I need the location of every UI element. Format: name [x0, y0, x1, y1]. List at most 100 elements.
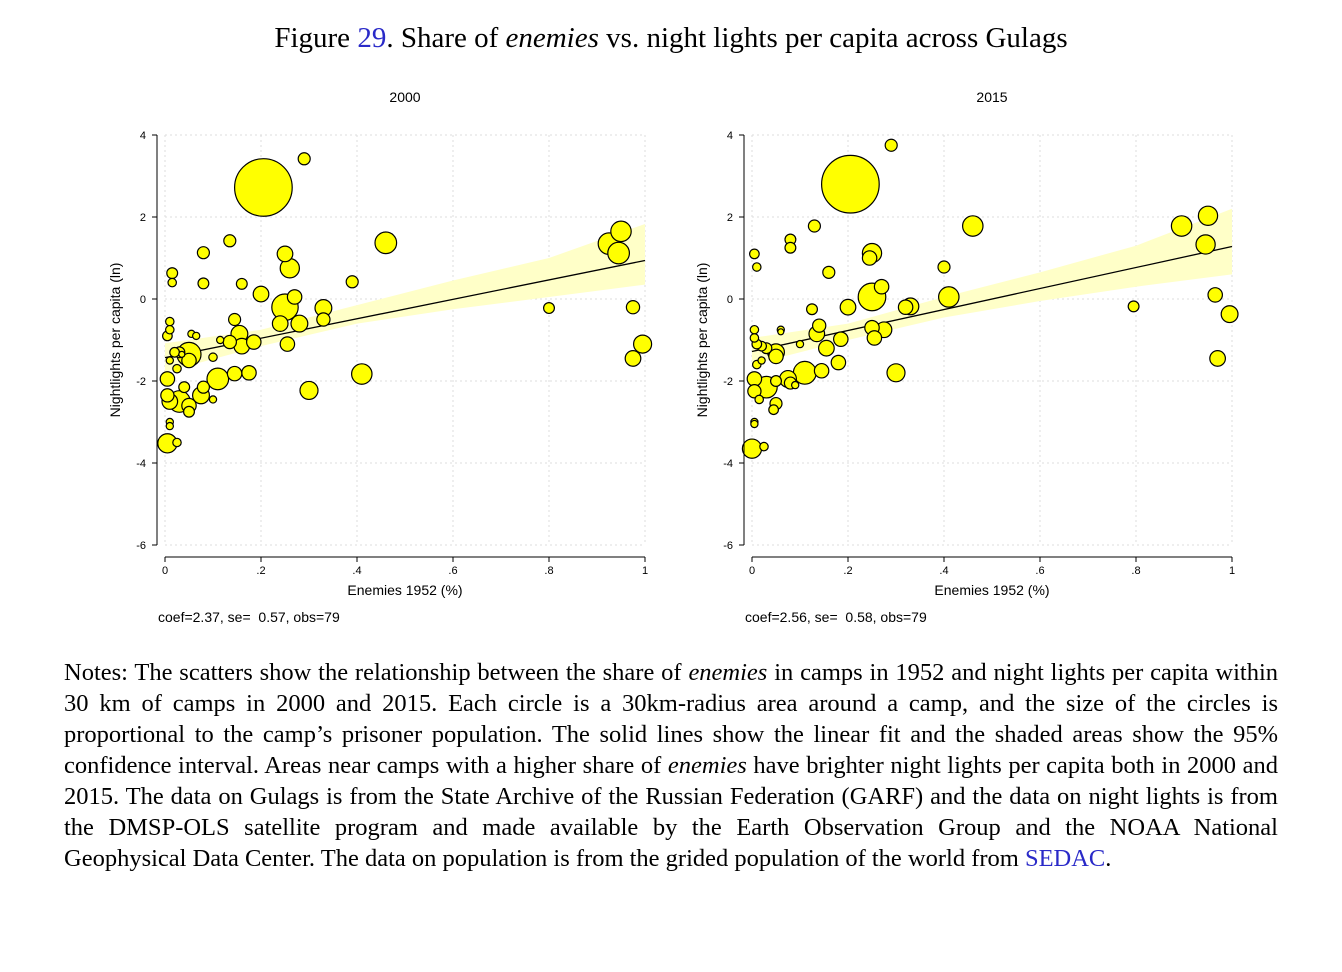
data-point	[191, 331, 201, 341]
data-point	[610, 220, 632, 243]
chart-panel-2015: 2015 -6 -4 -2 0 2 4 0 .2 .4 .6 .8 1 Enemies 1952 (%) N…	[687, 80, 1327, 640]
data-point	[215, 335, 225, 345]
x-tick-label: .8	[1131, 565, 1140, 577]
scatter-chart-2000: 2000 -6 -4 -2 0 2 4 0 .2 .4 .6 .8 1 Enemies 1952 (%) N…	[107, 89, 653, 625]
data-point	[861, 250, 878, 266]
x-tick-label: 0	[749, 565, 755, 577]
data-point	[316, 312, 331, 327]
y-tick-label: -2	[723, 376, 733, 388]
data-point	[160, 388, 175, 403]
figure-title: Figure 29. Share of enemies vs. night li…	[0, 22, 1342, 55]
data-point	[182, 405, 195, 418]
y-tick-label: 4	[140, 130, 146, 142]
y-tick-label: -6	[723, 540, 733, 552]
data-point	[165, 316, 175, 327]
data-point	[1170, 215, 1193, 237]
data-point	[178, 350, 186, 358]
data-point	[1209, 350, 1226, 367]
y-tick-label: -4	[723, 458, 733, 470]
data-point	[792, 360, 817, 385]
data-point	[241, 364, 257, 381]
y-tick-label: 2	[140, 212, 146, 224]
data-point	[873, 278, 890, 295]
data-point	[276, 245, 294, 263]
data-point	[1195, 234, 1216, 255]
data-point	[228, 312, 242, 327]
data-point	[833, 331, 849, 347]
data-point	[350, 363, 373, 385]
chart-title: 2000	[389, 89, 420, 105]
data-point	[759, 441, 769, 452]
y-tick-label: 2	[727, 212, 733, 224]
notes-text-2: in camps in 1952 and night lights per ca…	[64, 659, 1279, 779]
data-point	[747, 384, 762, 399]
data-point	[299, 380, 319, 401]
x-tick-label: .4	[939, 565, 948, 577]
chart-title: 2015	[976, 89, 1007, 105]
data-point	[839, 298, 857, 316]
fit-line	[751, 245, 1233, 353]
data-point	[750, 419, 759, 429]
y-tick-label: -2	[136, 376, 146, 388]
x-tick-label: .2	[256, 565, 265, 577]
x-tick-label: .8	[544, 565, 553, 577]
y-axis-label: Nightlights per capita (ln)	[107, 263, 123, 418]
data-point	[172, 437, 182, 448]
data-point	[741, 438, 763, 459]
data-point	[167, 277, 177, 288]
x-tick-label: .6	[1035, 565, 1044, 577]
data-point	[165, 324, 175, 335]
x-tick-label: .6	[448, 565, 457, 577]
data-point	[811, 318, 827, 333]
notes-emphasis-1: enemies	[688, 659, 768, 686]
data-point	[822, 265, 836, 279]
data-point	[246, 334, 262, 350]
data-point	[166, 267, 179, 280]
figure-title-post: vs. night lights per capita across Gulag…	[598, 22, 1068, 54]
data-point	[632, 334, 653, 354]
data-point	[159, 371, 176, 387]
y-tick-label: 0	[727, 294, 733, 306]
data-point	[165, 356, 175, 365]
data-point	[172, 363, 182, 374]
data-point	[807, 219, 822, 233]
data-point	[937, 260, 951, 274]
data-point	[768, 348, 784, 365]
data-point	[1127, 300, 1140, 313]
data-point	[749, 333, 760, 343]
data-point	[749, 324, 760, 335]
y-tick-label: 0	[140, 294, 146, 306]
data-point	[790, 380, 800, 390]
y-tick-label: -4	[136, 458, 146, 470]
sedac-link[interactable]: SEDAC	[1024, 845, 1106, 872]
data-point	[297, 152, 311, 166]
data-point	[625, 299, 641, 315]
data-point	[181, 352, 197, 369]
data-point	[886, 363, 906, 383]
data-point	[817, 339, 835, 357]
data-point	[795, 339, 805, 349]
data-point	[178, 381, 191, 394]
data-point	[233, 158, 293, 217]
data-point	[345, 275, 359, 289]
notes-text-4: .	[1105, 845, 1112, 872]
y-axis-label: Nightlights per capita (ln)	[694, 263, 710, 418]
data-point	[746, 371, 763, 387]
data-point	[290, 314, 309, 333]
data-point	[813, 362, 830, 379]
data-point	[206, 367, 230, 391]
data-point	[208, 395, 218, 404]
data-point	[624, 350, 642, 367]
data-point	[169, 346, 180, 358]
figure-number-link[interactable]: 29	[357, 22, 387, 54]
x-axis-label: Enemies 1952 (%)	[934, 582, 1049, 598]
data-point	[208, 352, 218, 363]
x-tick-label: 1	[642, 565, 648, 577]
notes-text-1: Notes: The scatters show the relationshi…	[64, 659, 689, 686]
notes-emphasis-2: enemies	[667, 752, 747, 779]
x-tick-label: .4	[352, 565, 361, 577]
data-point	[223, 234, 237, 248]
data-point	[543, 302, 556, 315]
figure-notes: Notes: The scatters show the relationshi…	[64, 657, 1278, 874]
figure-title-pre: . Share of	[386, 22, 506, 54]
